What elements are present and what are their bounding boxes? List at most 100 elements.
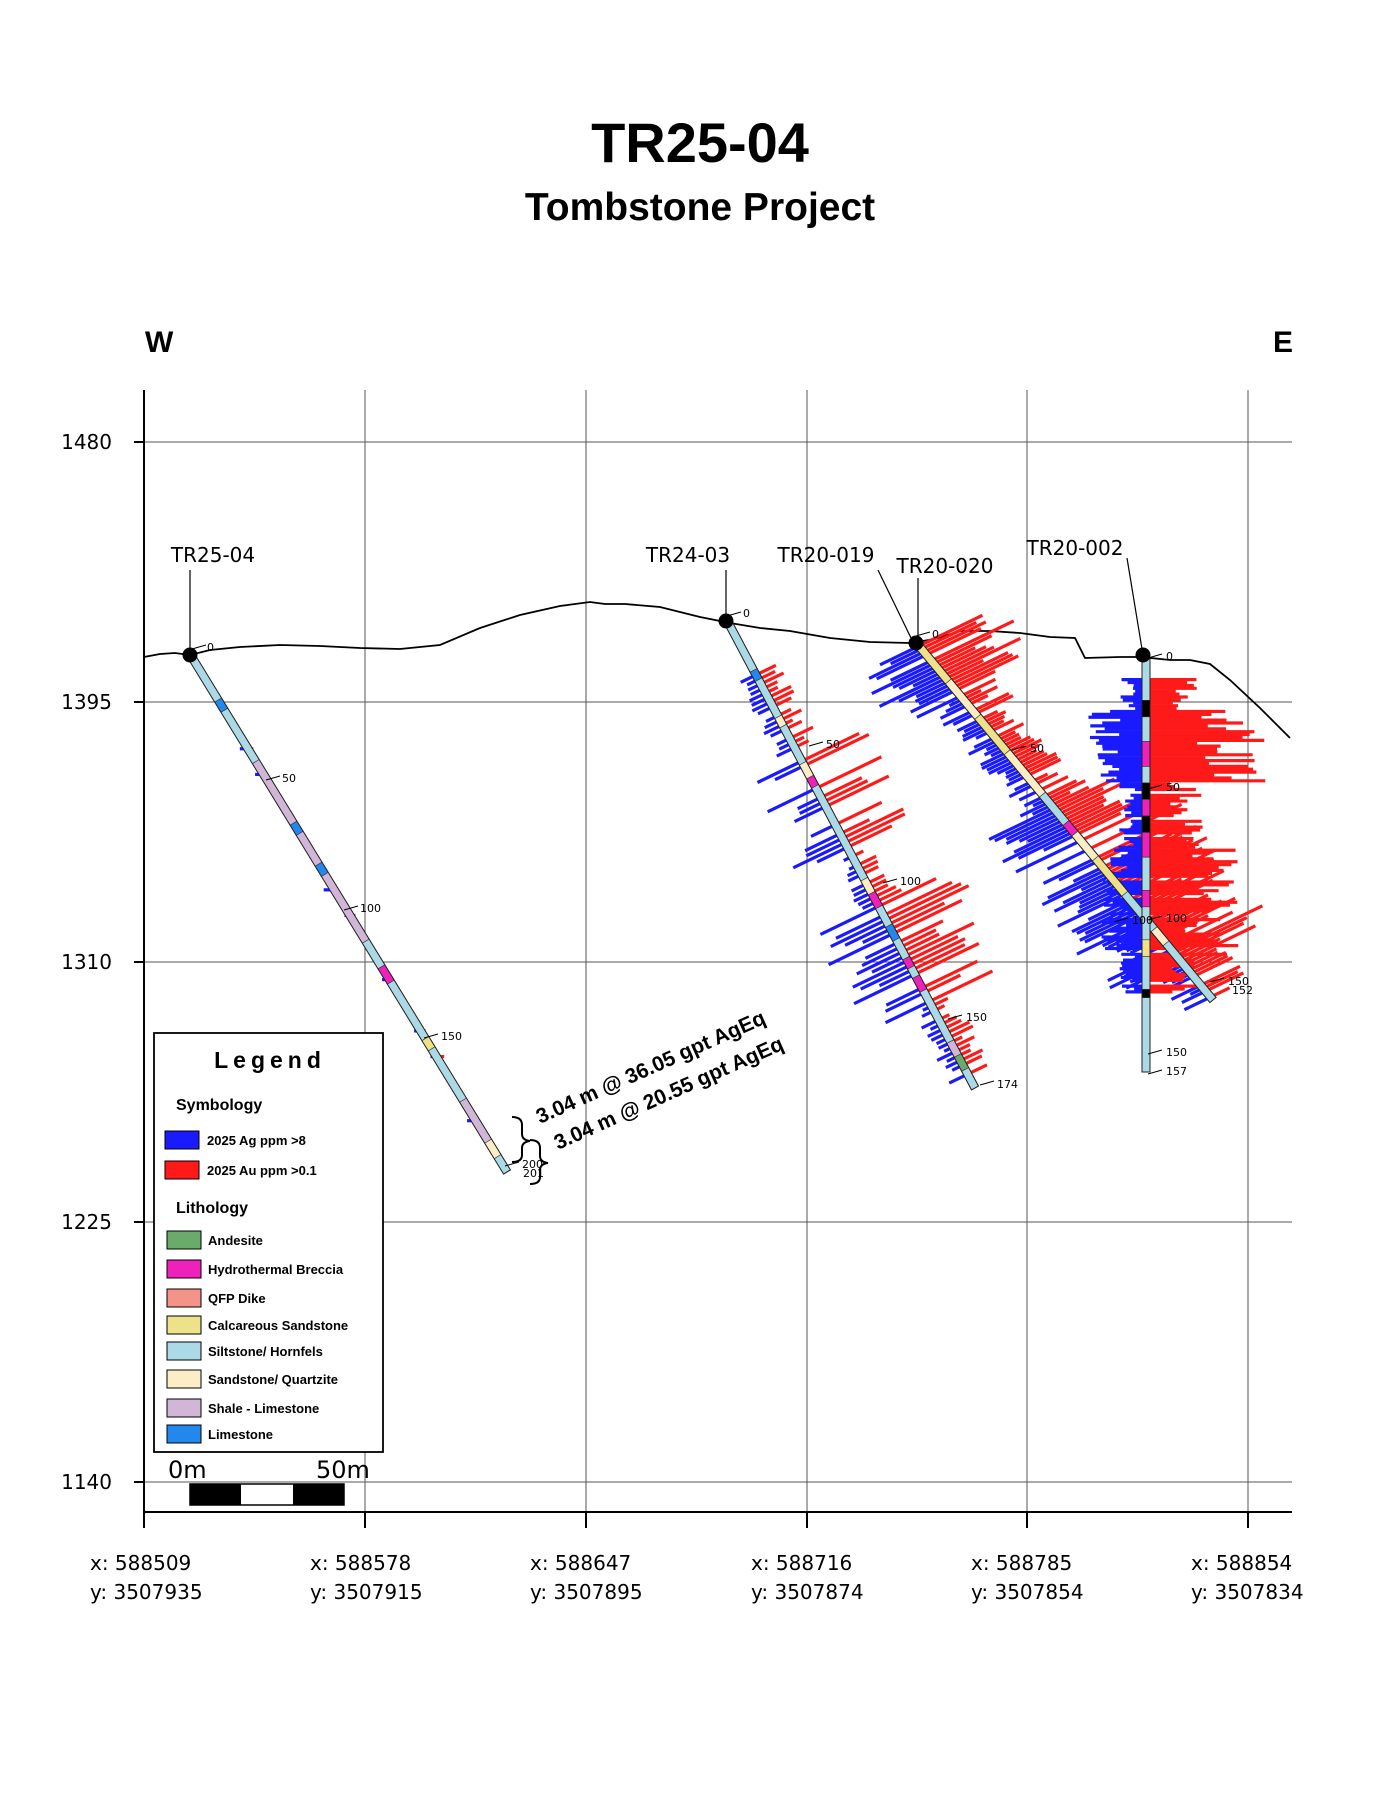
legend-item-label: Siltstone/ Hornfels: [208, 1344, 323, 1359]
elevation-tick-label: 1395: [61, 690, 112, 714]
depth-label: 100: [900, 875, 921, 888]
legend-item-label: QFP Dike: [208, 1291, 266, 1306]
ag-assay-bar: [1046, 848, 1089, 871]
au-assay-bar: [844, 812, 906, 845]
au-assay-bar: [947, 1024, 974, 1040]
legend-swatch-qfp: [166, 1288, 202, 1308]
legend-lithology-heading: Lithology: [176, 1200, 248, 1217]
west-label: W: [145, 326, 174, 359]
ag-assay-bar: [885, 986, 923, 1007]
ag-assay-bar: [1015, 839, 1082, 874]
au-assay-bar: [935, 646, 976, 669]
au-assay-bar: [887, 884, 970, 926]
au-assay-bar: [1023, 755, 1059, 775]
au-assay-bar: [923, 973, 962, 994]
collar-tr20-020-icon: [908, 635, 924, 651]
au-assay-bar: [1008, 738, 1043, 757]
ag-assay-bar: [853, 972, 916, 1006]
au-assay-bar: [994, 722, 1025, 739]
ag-assay-bar: [942, 709, 974, 727]
depth-label: 0: [207, 641, 214, 654]
au-assay-bar: [906, 934, 959, 963]
trace-tr25-04: [188, 656, 512, 1175]
au-assay-bar: [1075, 811, 1122, 837]
collars: TR25-04 TR24-03 TR20-019 TR20-020 TR20-0…: [170, 536, 1151, 663]
collar-tr20-002-icon: [1135, 647, 1151, 663]
legend-swatch-ag: [164, 1130, 200, 1150]
legend-swatch-shale: [166, 1398, 202, 1418]
legend-item-label: Sandstone/ Quartzite: [208, 1372, 338, 1387]
au-assay-bar: [1043, 779, 1078, 798]
ag-assay-bar: [910, 688, 957, 714]
ag-assay-bar: [889, 659, 932, 682]
legend-item-label: Hydrothermal Breccia: [208, 1262, 344, 1277]
coord-x-label: x: 588578: [310, 1551, 411, 1575]
coord-x-label: x: 588509: [90, 1551, 191, 1575]
au-assay-bar: [1055, 787, 1104, 813]
depth-tick: [504, 1161, 520, 1167]
hole-label-tr20-019: TR20-019: [777, 543, 875, 567]
depth-tick: [265, 775, 281, 781]
topography-line: [143, 601, 1291, 739]
depth-tick: [882, 878, 898, 884]
au-assay-bar: [1006, 737, 1035, 754]
depth-label: 100: [1166, 912, 1187, 925]
ag-assay-bar: [1041, 871, 1109, 907]
au-assay-bar: [1202, 970, 1239, 990]
trace-tr20-002: [1141, 658, 1151, 1073]
ag-assay-bar: [1047, 868, 1106, 900]
au-assay-bar: [803, 732, 870, 768]
depth-label: 150: [966, 1011, 987, 1024]
legend-title: Legend: [214, 1047, 326, 1073]
au-assay-bar: [964, 685, 999, 704]
au-assay-bar: [822, 779, 869, 804]
ag-assay-bar: [898, 677, 947, 703]
ag-assay-bar: [878, 674, 945, 708]
legend: Legend Symbology 2025 Ag ppm >8 2025 Au …: [153, 1032, 384, 1453]
au-assay-bar: [923, 620, 987, 654]
ag-assay-bar: [980, 750, 1008, 767]
ag-assay-bar: [1042, 856, 1097, 885]
au-assay-bar: [1070, 802, 1123, 831]
au-assay-bar: [1021, 751, 1057, 772]
au-assay-bar: [885, 882, 962, 922]
ag-assay-bar: [816, 845, 849, 864]
legend-item-label: Calcareous Sandstone: [208, 1318, 348, 1333]
au-assay-bar: [1038, 775, 1069, 792]
coord-x-label: x: 588785: [971, 1551, 1072, 1575]
au-assay-bar: [947, 651, 1009, 683]
depth-label: 201: [523, 1167, 544, 1180]
ag-assay-bar: [1018, 818, 1065, 843]
legend-item-label: Shale - Limestone: [208, 1401, 319, 1416]
elevation-tick-label: 1225: [61, 1210, 112, 1234]
ag-assay-bar: [1058, 859, 1099, 882]
ag-assay-bar: [988, 759, 1016, 775]
coord-y-label: y: 3507874: [751, 1580, 864, 1604]
hole-label-tr24-03: TR24-03: [645, 543, 730, 567]
ag-assay-bar: [861, 945, 902, 968]
au-assay-bar: [1004, 735, 1032, 751]
ag-assay-bar: [871, 662, 935, 696]
ag-assay-bar: [830, 918, 887, 949]
coord-y-label: y: 3507935: [90, 1580, 203, 1604]
depth-tick: [1209, 977, 1225, 983]
au-assay-bar: [834, 800, 883, 827]
au-assay-bar: [1018, 752, 1048, 769]
au-assay-bar: [925, 627, 982, 657]
legend-item-label: 2025 Au ppm >0.1: [207, 1163, 317, 1178]
ag-assay-bar: [856, 950, 904, 976]
ag-assay-bar: [1013, 824, 1070, 854]
ag-assay-bar: [890, 647, 923, 666]
page-title: TR25-04: [591, 111, 809, 174]
legend-item-label: Andesite: [208, 1233, 263, 1248]
au-assay-bar: [1011, 743, 1040, 760]
au-assay-bar: [950, 653, 1014, 686]
depth-tick: [1147, 1069, 1163, 1075]
ag-assay-bar: [892, 665, 937, 689]
depth-label: 0: [1166, 650, 1173, 663]
intercept-annotations: 3.04 m @ 36.05 gpt AgEq 3.04 m @ 20.55 g…: [511, 1007, 787, 1185]
ag-assay-bar: [914, 682, 952, 703]
ag-assay-bar: [1076, 904, 1136, 935]
